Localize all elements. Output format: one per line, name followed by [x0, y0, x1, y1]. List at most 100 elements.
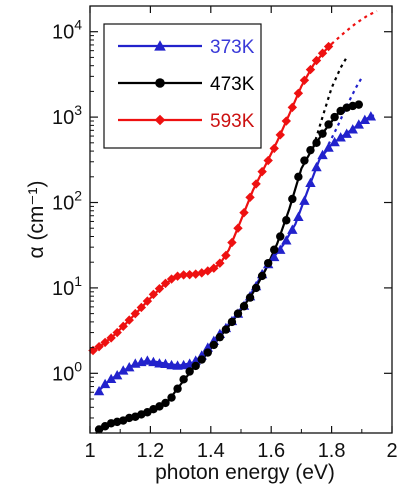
series-373k-fit-line: [95, 114, 375, 395]
series-593k-point: [263, 155, 273, 166]
extrapolation-lines: [312, 10, 378, 148]
series-373k-point: [311, 161, 322, 172]
series-593k-point: [148, 289, 159, 300]
series-593k-point: [178, 270, 189, 280]
y-tick-label: 102: [52, 188, 82, 215]
series-593k-point: [323, 41, 334, 52]
series-473k-point: [179, 375, 188, 384]
series-593k-point: [293, 88, 304, 99]
legend-label-373k: 373K: [210, 37, 255, 58]
legend-marker-373k: [154, 40, 166, 51]
series-373k-point: [299, 195, 310, 205]
x-tick-label: 2: [386, 440, 397, 462]
series-593k-point: [245, 192, 255, 203]
series-593k-point: [275, 130, 285, 140]
series-593k-point: [160, 278, 171, 289]
x-tick-label: 1.8: [318, 440, 346, 462]
series-473k-point: [263, 258, 273, 268]
series-473k-point: [209, 340, 219, 350]
series-373k-point: [148, 356, 159, 367]
series-473k-point: [245, 293, 255, 302]
series-593k-point: [124, 315, 134, 325]
series-593k-point: [88, 345, 98, 356]
legend-label-593k: 593K: [210, 111, 255, 132]
series-373k-point: [111, 370, 123, 380]
series-593k-point: [227, 237, 237, 248]
series-373k-point: [365, 111, 377, 121]
tick-labels: 1 1.2 1.4 1.6 1.8 2 100 101 102 103 104: [52, 17, 398, 462]
series-373k-point: [341, 128, 352, 138]
data-markers: [88, 41, 377, 434]
series-593k-point: [203, 266, 213, 276]
series-593k-point: [136, 302, 147, 313]
series-593k-point: [154, 283, 165, 294]
series-593k-point: [305, 64, 316, 75]
series-473k-point: [257, 271, 267, 281]
legend-box: [103, 23, 262, 149]
series-593k-point: [281, 116, 291, 126]
series-593k-point: [257, 166, 267, 177]
series-473k-point: [276, 232, 285, 241]
series-593k-point: [311, 55, 322, 66]
series-373k-point: [142, 355, 153, 365]
series-473k-point: [324, 120, 333, 129]
series-373k-point: [305, 177, 316, 187]
series-373k-point: [353, 119, 364, 129]
y-axis-title: α (cm⁻¹): [25, 180, 48, 258]
series-473k-point: [300, 156, 309, 165]
series-473k-point: [215, 332, 225, 342]
series-373k-point: [347, 124, 358, 134]
series-473k-point: [197, 355, 206, 364]
series-593k-extrapolation: [330, 10, 378, 45]
series-473k-point: [312, 138, 321, 148]
series-373k-point: [124, 361, 135, 372]
series-473k-point: [294, 172, 303, 181]
series-593k-point: [106, 333, 116, 343]
y-tick-label: 103: [52, 102, 82, 129]
y-tick-label: 104: [52, 17, 82, 44]
series-593k-point: [191, 269, 201, 279]
series-593k-point: [130, 308, 140, 319]
series-373k-point: [329, 136, 340, 147]
legend-label-473k: 473K: [210, 74, 255, 95]
x-tick-label: 1.6: [257, 440, 285, 462]
series-473k-point: [203, 348, 212, 357]
series-373k-point: [269, 251, 280, 262]
y-tick-label: 100: [52, 358, 82, 385]
series-473k-point: [191, 361, 200, 371]
series-373k-point: [105, 373, 117, 384]
series-473k-point: [233, 309, 243, 318]
series-373k-point: [287, 224, 298, 234]
series-593k-point: [251, 179, 261, 189]
series-473k-point: [318, 129, 327, 138]
series-473k-point: [306, 145, 315, 155]
series-473k-point: [227, 317, 237, 327]
series-473k-point: [330, 112, 339, 122]
axis-ticks: [89, 5, 393, 434]
series-473k-point: [270, 245, 279, 254]
series-473k-point: [288, 194, 297, 204]
series-373k-point: [93, 385, 105, 396]
series-593k-point: [94, 341, 104, 352]
series-473k-point: [239, 302, 249, 311]
series-373k-point: [118, 365, 129, 375]
series-473k-point: [221, 325, 231, 334]
series-473k-point: [251, 283, 261, 293]
series-373k-point: [99, 378, 111, 389]
series-373k-point: [160, 358, 171, 369]
series-593k-point: [299, 75, 310, 85]
x-tick-label: 1: [84, 440, 95, 462]
series-593k-point: [112, 327, 122, 338]
series-593k-point: [142, 296, 153, 306]
series-593k-point: [118, 321, 128, 332]
legend-marker-593k: [154, 114, 166, 126]
series-593k-point: [233, 223, 243, 233]
series-473k-point: [161, 398, 170, 408]
series-593k-point: [269, 143, 279, 154]
series-473k-point: [167, 393, 176, 402]
series-593k-point: [184, 269, 195, 280]
series-373k-point: [281, 235, 292, 245]
series-593k-point: [100, 337, 110, 348]
legend-marker-473k: [155, 78, 165, 88]
